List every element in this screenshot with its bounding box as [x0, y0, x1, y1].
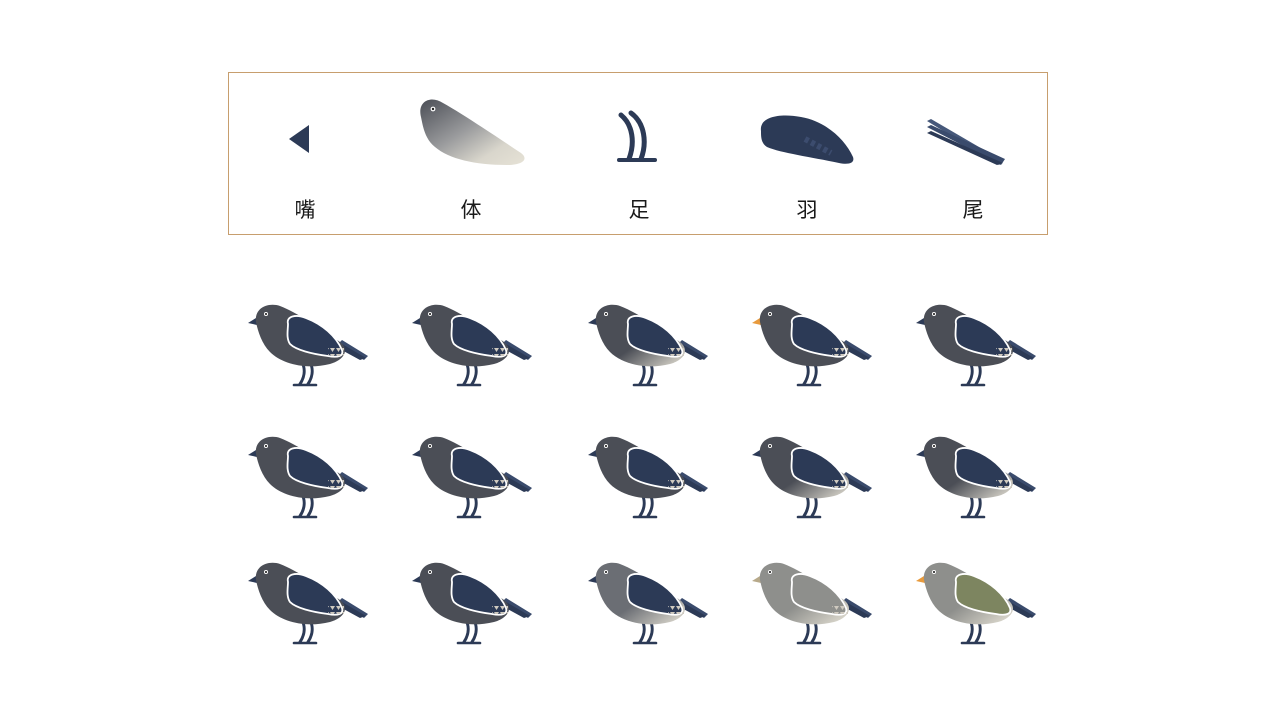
bird-pupil [265, 313, 267, 315]
bird-tail [338, 476, 366, 492]
bird-pupil [933, 571, 935, 573]
bird-beak [412, 576, 421, 583]
bird-pupil [429, 571, 431, 573]
bird-beak [412, 318, 421, 325]
bird-tail [1006, 602, 1034, 618]
legend-item-beak: 嘴 [225, 73, 385, 233]
bird-1-5 [916, 304, 1036, 387]
bird-spots [668, 604, 684, 614]
legend-item-wing: 羽 [727, 73, 887, 233]
bird-spots [492, 604, 508, 614]
bird-pupil [933, 445, 935, 447]
bird-2-3 [588, 436, 708, 519]
bird-spots [492, 478, 508, 488]
bird-2-4 [752, 436, 872, 519]
bird-2-2 [412, 436, 532, 519]
legend-box: 嘴 体 足 [228, 72, 1048, 235]
legend-item-body: 体 [391, 73, 551, 233]
bird-tail [338, 344, 366, 360]
bird-spots [832, 346, 848, 356]
bird-spots [668, 346, 684, 356]
bird-pupil [933, 313, 935, 315]
bird-spots [996, 478, 1012, 488]
bird-tail [842, 602, 870, 618]
bird-spots [832, 478, 848, 488]
legend-label-wing: 羽 [796, 198, 818, 222]
bird-3-1 [248, 562, 368, 645]
bird-2-1 [248, 436, 368, 519]
bird-1-1 [248, 304, 368, 387]
bird-beak [588, 576, 597, 583]
bird-tail [1006, 344, 1034, 360]
bird-3-3 [588, 562, 708, 645]
bird-spots [832, 604, 848, 614]
bird-wing [954, 573, 1012, 616]
bird-1-4 [752, 304, 872, 387]
legend-item-feet: 足 [559, 73, 719, 233]
bird-pupil [429, 313, 431, 315]
beak-icon [289, 125, 309, 153]
bird-beak [248, 576, 257, 583]
bird-beak [916, 450, 925, 457]
bird-spots [492, 346, 508, 356]
bird-pupil [769, 571, 771, 573]
bird-beak [248, 450, 257, 457]
bird-pupil [605, 445, 607, 447]
bird-3-5 [916, 562, 1036, 645]
legend-label-body: 体 [460, 198, 482, 222]
bird-tail [1006, 476, 1034, 492]
legend-label-feet: 足 [628, 198, 650, 222]
bird-pupil [429, 445, 431, 447]
bird-tail [338, 602, 366, 618]
wing-icon [760, 115, 854, 164]
bird-tail [678, 602, 706, 618]
bird-pupil [605, 313, 607, 315]
bird-2-5 [916, 436, 1036, 519]
bird-tail [678, 476, 706, 492]
tail-icon [927, 119, 1005, 165]
bird-beak [588, 318, 597, 325]
bird-beak [916, 318, 925, 325]
bird-pupil [605, 571, 607, 573]
bird-1-3 [588, 304, 708, 387]
bird-tail [502, 476, 530, 492]
bird-3-2 [412, 562, 532, 645]
bird-spots [328, 478, 344, 488]
bird-beak [752, 318, 761, 325]
body-icon [420, 99, 525, 165]
bird-beak [588, 450, 597, 457]
bird-spots [328, 604, 344, 614]
legend-label-beak: 嘴 [294, 198, 316, 222]
bird-pupil [769, 445, 771, 447]
bird-beak [248, 318, 257, 325]
feet-icon [617, 110, 657, 162]
bird-spots [328, 346, 344, 356]
bird-tail [502, 602, 530, 618]
bird-pupil [265, 445, 267, 447]
bird-spots [668, 478, 684, 488]
legend-item-tail: 尾 [893, 73, 1053, 233]
legend-label-tail: 尾 [962, 198, 984, 222]
bird-3-4 [752, 562, 872, 645]
bird-beak [412, 450, 421, 457]
bird-tail [678, 344, 706, 360]
bird-beak [752, 576, 761, 583]
bird-pupil [769, 313, 771, 315]
bird-pupil [265, 571, 267, 573]
bird-1-2 [412, 304, 532, 387]
bird-beak [916, 576, 925, 583]
bird-tail [842, 344, 870, 360]
bird-tail [502, 344, 530, 360]
bird-tail [842, 476, 870, 492]
bird-beak [752, 450, 761, 457]
bird-spots [996, 346, 1012, 356]
